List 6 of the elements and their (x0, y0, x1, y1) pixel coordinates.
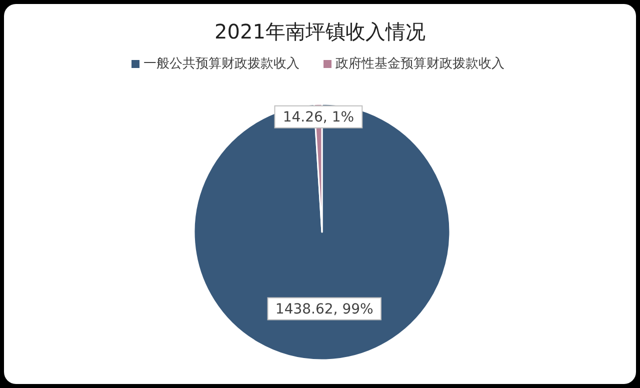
legend-label: 一般公共预算财政拨款收入 (144, 56, 300, 72)
chart-title: 2021年南坪镇收入情况 (214, 19, 426, 44)
data-label: 1438.62, 99% (275, 302, 374, 318)
legend-label: 政府性基金预算财政拨款收入 (336, 56, 504, 72)
pie-slice (193, 103, 451, 361)
data-label: 14.26, 1% (282, 110, 354, 126)
